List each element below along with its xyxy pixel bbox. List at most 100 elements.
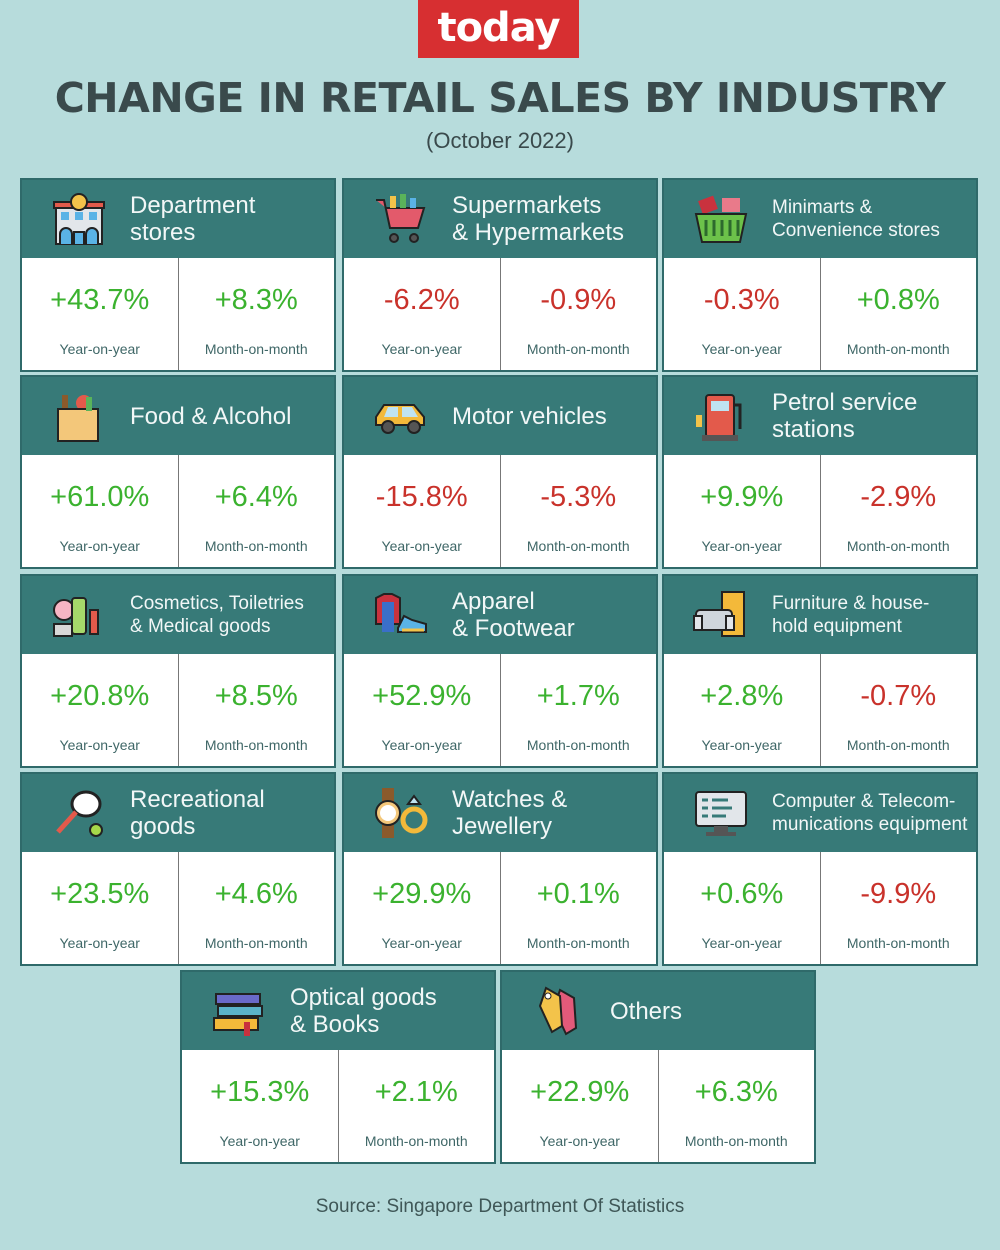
yoy-value: +2.8% [700, 680, 784, 712]
industry-name-line2: munications equipment [772, 814, 968, 835]
industry-name: Optical goods & Books [274, 984, 437, 1038]
department-store-icon [44, 189, 114, 249]
yoy-cell: +2.8% Year-on-year [664, 654, 820, 766]
industry-values: +15.3% Year-on-year +2.1% Month-on-month [182, 1050, 494, 1162]
industry-name: Recreational goods [114, 786, 265, 840]
industry-name-line2: & Hypermarkets [452, 219, 625, 246]
industry-card: Recreational goods +23.5% Year-on-year +… [20, 772, 336, 966]
mom-value: -0.9% [540, 284, 617, 316]
mom-label: Month-on-month [526, 737, 630, 753]
yoy-label: Year-on-year [701, 538, 782, 554]
mom-value: +0.8% [856, 284, 940, 316]
yoy-label: Year-on-year [381, 538, 462, 554]
mom-value: +6.3% [694, 1076, 778, 1108]
yoy-label: Year-on-year [539, 1133, 620, 1149]
industry-header: Minimarts & Convenience stores [664, 180, 976, 258]
industry-values: -0.3% Year-on-year +0.8% Month-on-month [664, 258, 976, 370]
industry-name-line2: & Medical goods [130, 616, 271, 637]
yoy-cell: +0.6% Year-on-year [664, 852, 820, 964]
mom-value: +8.5% [214, 680, 298, 712]
yoy-label: Year-on-year [701, 341, 782, 357]
yoy-value: -15.8% [375, 481, 468, 513]
industry-values: +0.6% Year-on-year -9.9% Month-on-month [664, 852, 976, 964]
grocery-bag-icon [44, 386, 114, 446]
mom-label: Month-on-month [204, 341, 308, 357]
industry-values: -6.2% Year-on-year -0.9% Month-on-month [344, 258, 656, 370]
yoy-value: +15.3% [210, 1076, 310, 1108]
yoy-cell: +23.5% Year-on-year [22, 852, 178, 964]
mom-value: -0.7% [860, 680, 937, 712]
yoy-value: +61.0% [50, 481, 150, 513]
page-title: CHANGE IN RETAIL SALES BY INDUSTRY [54, 74, 946, 122]
yoy-value: -0.3% [703, 284, 780, 316]
mom-label: Month-on-month [684, 1133, 788, 1149]
yoy-label: Year-on-year [59, 341, 140, 357]
industry-values: +20.8% Year-on-year +8.5% Month-on-month [22, 654, 334, 766]
mom-value: -9.9% [860, 878, 937, 910]
industry-name-line1: Department [130, 192, 256, 219]
yoy-cell: +29.9% Year-on-year [344, 852, 500, 964]
industry-card: Watches & Jewellery +29.9% Year-on-year … [342, 772, 658, 966]
industry-header: Others [502, 972, 814, 1050]
mom-value: +2.1% [374, 1076, 458, 1108]
yoy-value: +23.5% [50, 878, 150, 910]
industry-card: Others +22.9% Year-on-year +6.3% Month-o… [500, 970, 816, 1164]
yoy-label: Year-on-year [59, 737, 140, 753]
mom-cell: +6.4% Month-on-month [177, 455, 335, 567]
mom-value: +1.7% [536, 680, 620, 712]
industry-values: +2.8% Year-on-year -0.7% Month-on-month [664, 654, 976, 766]
mom-cell: +0.8% Month-on-month [819, 258, 977, 370]
industry-name: Food & Alcohol [114, 403, 291, 430]
mom-label: Month-on-month [364, 1133, 468, 1149]
yoy-label: Year-on-year [381, 737, 462, 753]
industry-card: Supermarkets & Hypermarkets -6.2% Year-o… [342, 178, 658, 372]
mom-label: Month-on-month [846, 341, 950, 357]
industry-values: +9.9% Year-on-year -2.9% Month-on-month [664, 455, 976, 567]
industry-header: Watches & Jewellery [344, 774, 656, 852]
watch-ring-icon [366, 783, 436, 843]
industry-header: Department stores [22, 180, 334, 258]
yoy-label: Year-on-year [59, 538, 140, 554]
mom-cell: +8.3% Month-on-month [177, 258, 335, 370]
mom-value: +0.1% [536, 878, 620, 910]
sofa-icon [686, 585, 756, 645]
industry-name-line2: & Books [290, 1011, 380, 1038]
yoy-cell: -15.8% Year-on-year [344, 455, 500, 567]
tennis-racket-icon [44, 783, 114, 843]
industry-name-line2: goods [130, 813, 196, 840]
books-icon [204, 981, 274, 1041]
yoy-label: Year-on-year [381, 341, 462, 357]
mom-label: Month-on-month [846, 737, 950, 753]
industry-values: +61.0% Year-on-year +6.4% Month-on-month [22, 455, 334, 567]
yoy-cell: +52.9% Year-on-year [344, 654, 500, 766]
yoy-cell: +61.0% Year-on-year [22, 455, 178, 567]
industry-header: Computer & Telecom- munications equipmen… [664, 774, 976, 852]
yoy-label: Year-on-year [701, 935, 782, 951]
mom-label: Month-on-month [526, 341, 630, 357]
industry-name-line1: Supermarkets [452, 192, 602, 219]
mom-cell: -0.7% Month-on-month [819, 654, 977, 766]
industry-name: Department stores [114, 192, 255, 246]
mom-cell: +2.1% Month-on-month [337, 1050, 495, 1162]
industry-header: Cosmetics, Toiletries & Medical goods [22, 576, 334, 654]
yoy-label: Year-on-year [219, 1133, 300, 1149]
industry-card: Optical goods & Books +15.3% Year-on-yea… [180, 970, 496, 1164]
yoy-label: Year-on-year [59, 935, 140, 951]
mom-label: Month-on-month [204, 737, 308, 753]
mom-value: +8.3% [214, 284, 298, 316]
industry-card: Apparel & Footwear +52.9% Year-on-year +… [342, 574, 658, 768]
industry-name-line1: Watches & [452, 786, 568, 813]
mom-label: Month-on-month [526, 935, 630, 951]
industry-card: Motor vehicles -15.8% Year-on-year -5.3%… [342, 375, 658, 569]
industry-card: Computer & Telecom- munications equipmen… [662, 772, 978, 966]
yoy-value: -6.2% [383, 284, 460, 316]
car-icon [366, 386, 436, 446]
brand-logo: today [418, 0, 579, 58]
industry-name-line2: hold equipment [772, 616, 902, 637]
yoy-value: +22.9% [530, 1076, 630, 1108]
yoy-cell: +20.8% Year-on-year [22, 654, 178, 766]
yoy-cell: -6.2% Year-on-year [344, 258, 500, 370]
yoy-value: +43.7% [50, 284, 150, 316]
industry-name-line1: Others [610, 997, 683, 1025]
source-note: Source: Singapore Department Of Statisti… [315, 1196, 685, 1217]
